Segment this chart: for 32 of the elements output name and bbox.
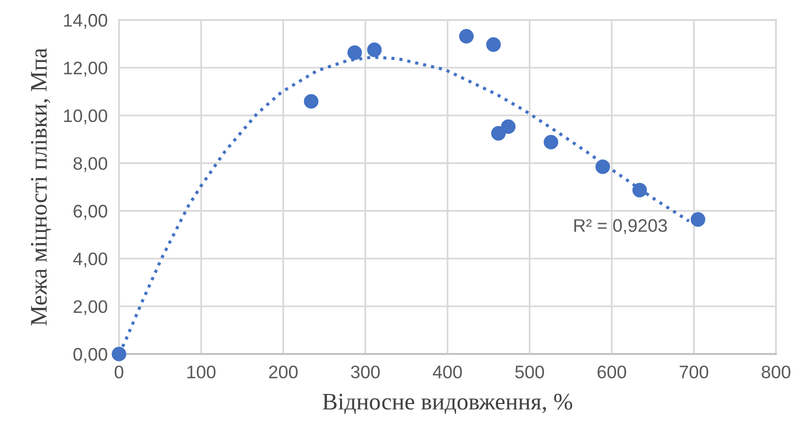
y-tick-label: 10,00 <box>64 109 108 124</box>
y-tick-label: 4,00 <box>73 252 108 268</box>
point <box>347 45 362 60</box>
point <box>500 119 516 134</box>
x-tick-label: 600 <box>598 366 626 378</box>
x-tick-label: 0 <box>114 366 124 378</box>
y-axis-title: Межа міцності плівки, Мпа <box>30 48 52 326</box>
x-tick-label: 700 <box>680 366 708 378</box>
x-tick-label: 800 <box>762 366 790 378</box>
y-tick-label: 12,00 <box>64 62 108 77</box>
x-tick-label: 300 <box>351 366 380 378</box>
point <box>112 346 126 362</box>
annotation: R² = 0,9203 <box>574 219 667 234</box>
point <box>486 37 501 52</box>
point <box>491 126 506 141</box>
x-tick-label: 400 <box>432 366 462 378</box>
y-tick-label: 8,00 <box>74 157 108 172</box>
y-tick-label: 0,00 <box>73 348 108 363</box>
x-axis-title: Відносне видовження, % <box>322 394 572 414</box>
x-tick-label: 100 <box>187 366 216 378</box>
point <box>690 212 706 227</box>
y-tick-label: 2,00 <box>74 300 108 316</box>
point <box>367 42 382 58</box>
point <box>459 28 474 44</box>
point <box>304 94 318 109</box>
x-tick-label: 200 <box>269 366 298 378</box>
y-tick-label: 14,00 <box>64 14 108 29</box>
point <box>544 134 558 150</box>
point <box>632 182 647 198</box>
x-tick-label: 500 <box>515 366 544 378</box>
point <box>595 159 610 174</box>
y-tick-label: 6,00 <box>74 204 108 220</box>
